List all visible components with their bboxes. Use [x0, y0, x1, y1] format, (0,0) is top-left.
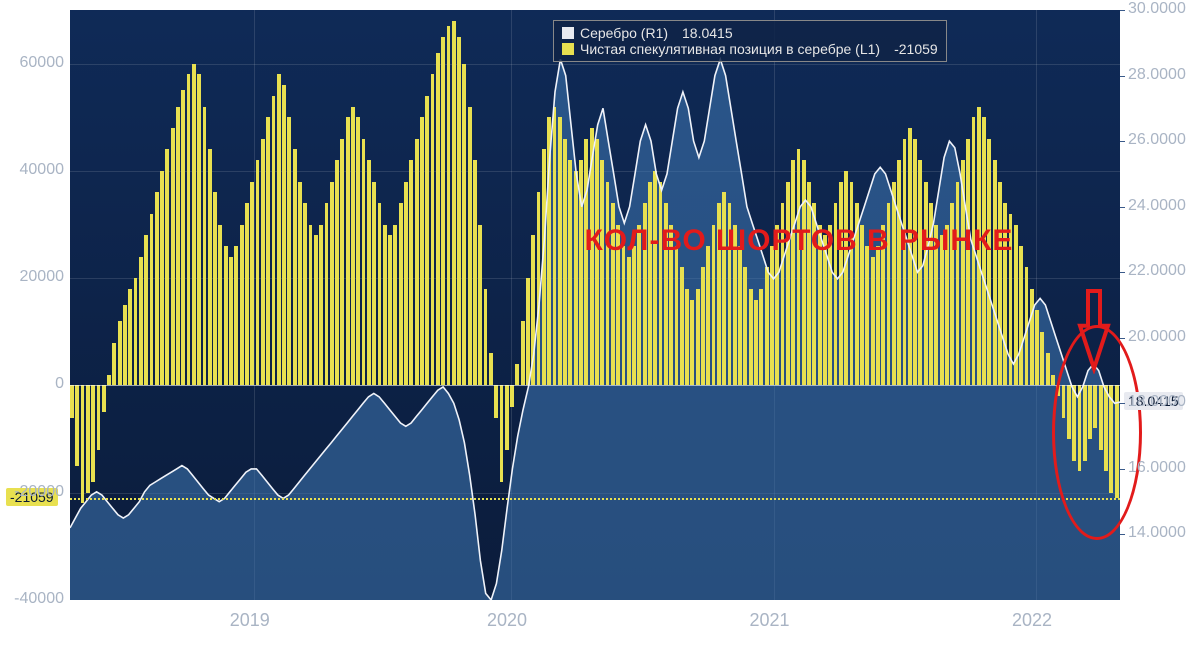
legend-row: Серебро (R1) 18.0415: [562, 25, 938, 41]
axis-x-tick: 2019: [230, 610, 270, 631]
axis-left-tick: 60000: [20, 54, 65, 72]
axis-right-tick: 22.0000: [1128, 262, 1186, 280]
legend-row: Чистая спекулятивная позиция в серебре (…: [562, 41, 938, 57]
annotation-text: КОЛ-ВО ШОРТОВ В РЫНКЕ: [585, 224, 1014, 258]
axis-left-tick: 0: [55, 375, 64, 393]
legend-swatch: [562, 43, 574, 55]
axis-right-tick: 14.0000: [1128, 524, 1186, 542]
chart-root: Серебро (R1) 18.0415Чистая спекулятивная …: [0, 0, 1200, 649]
legend-label: Чистая спекулятивная позиция в серебре (…: [580, 41, 880, 57]
legend-swatch: [562, 27, 574, 39]
axis-left-tick: 20000: [20, 268, 65, 286]
annotation-ellipse: [1052, 325, 1142, 541]
legend-value: 18.0415: [682, 25, 733, 41]
axis-x-tick: 2020: [487, 610, 527, 631]
axis-right-tick: 24.0000: [1128, 197, 1186, 215]
legend-value: -21059: [894, 41, 938, 57]
axis-right-tick: 28.0000: [1128, 66, 1186, 84]
axis-left-tick: -40000: [14, 590, 64, 608]
axis-x-tick: 2021: [750, 610, 790, 631]
axis-right-tick: 30.0000: [1128, 0, 1186, 18]
axis-left-tick: -20000: [14, 483, 64, 501]
axis-right-tick: 18.0000: [1128, 393, 1186, 411]
legend-label: Серебро (R1): [580, 25, 668, 41]
axis-left-tick: 40000: [20, 161, 65, 179]
plot-area: Серебро (R1) 18.0415Чистая спекулятивная …: [70, 10, 1120, 600]
zero-line: [70, 385, 1120, 386]
silver-price-line: [70, 10, 1120, 600]
axis-x-tick: 2022: [1012, 610, 1052, 631]
crosshair-line: [70, 498, 1120, 500]
axis-right-tick: 16.0000: [1128, 459, 1186, 477]
legend-box: Серебро (R1) 18.0415Чистая спекулятивная …: [553, 20, 947, 62]
axis-right-tick: 26.0000: [1128, 131, 1186, 149]
axis-right-tick: 20.0000: [1128, 328, 1186, 346]
